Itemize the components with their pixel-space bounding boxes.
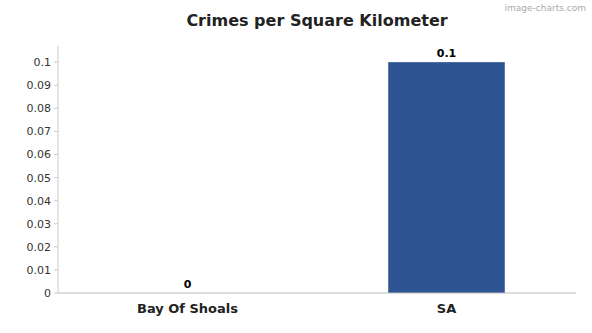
y-tick-label: 0.07 bbox=[27, 125, 52, 138]
y-tick bbox=[54, 131, 58, 132]
bar bbox=[388, 62, 505, 293]
y-tick bbox=[54, 269, 58, 270]
x-axis-line bbox=[58, 293, 576, 294]
data-label: 0.1 bbox=[437, 47, 457, 60]
chart-container: Crimes per Square Kilometer image-charts.… bbox=[0, 0, 592, 333]
y-tick-label: 0.03 bbox=[27, 218, 52, 231]
title: Crimes per Square Kilometer bbox=[186, 11, 447, 30]
y-tick bbox=[54, 62, 58, 63]
y-tick bbox=[54, 293, 58, 294]
y-tick-label: 0.04 bbox=[27, 195, 52, 208]
y-tick-label: 0.05 bbox=[27, 172, 52, 185]
y-tick bbox=[54, 108, 58, 109]
x-tick-label: SA bbox=[437, 301, 456, 316]
data-label: 0 bbox=[184, 278, 192, 291]
y-tick bbox=[54, 223, 58, 224]
y-tick-label: 0.1 bbox=[34, 56, 52, 69]
chart: Crimes per Square Kilometer image-charts.… bbox=[0, 0, 592, 333]
y-tick bbox=[54, 177, 58, 178]
y-tick bbox=[54, 246, 58, 247]
y-tick-label: 0.08 bbox=[27, 102, 52, 115]
y-tick-label: 0 bbox=[44, 287, 51, 300]
y-tick-label: 0.06 bbox=[27, 148, 52, 161]
y-tick bbox=[54, 85, 58, 86]
y-tick-label: 0.01 bbox=[27, 264, 52, 277]
y-tick-label: 0.09 bbox=[27, 79, 52, 92]
y-tick bbox=[54, 200, 58, 201]
y-axis-line bbox=[58, 46, 59, 293]
x-tick-label: Bay Of Shoals bbox=[137, 301, 238, 316]
watermark: image-charts.com bbox=[505, 3, 586, 13]
y-axis: 0 0.01 0.02 0.03 0.04 0.05 0.06 0.07 0.08 0.09 0.1 bbox=[27, 46, 59, 300]
y-tick bbox=[54, 154, 58, 155]
y-tick-label: 0.02 bbox=[27, 241, 52, 254]
bars bbox=[388, 62, 505, 293]
